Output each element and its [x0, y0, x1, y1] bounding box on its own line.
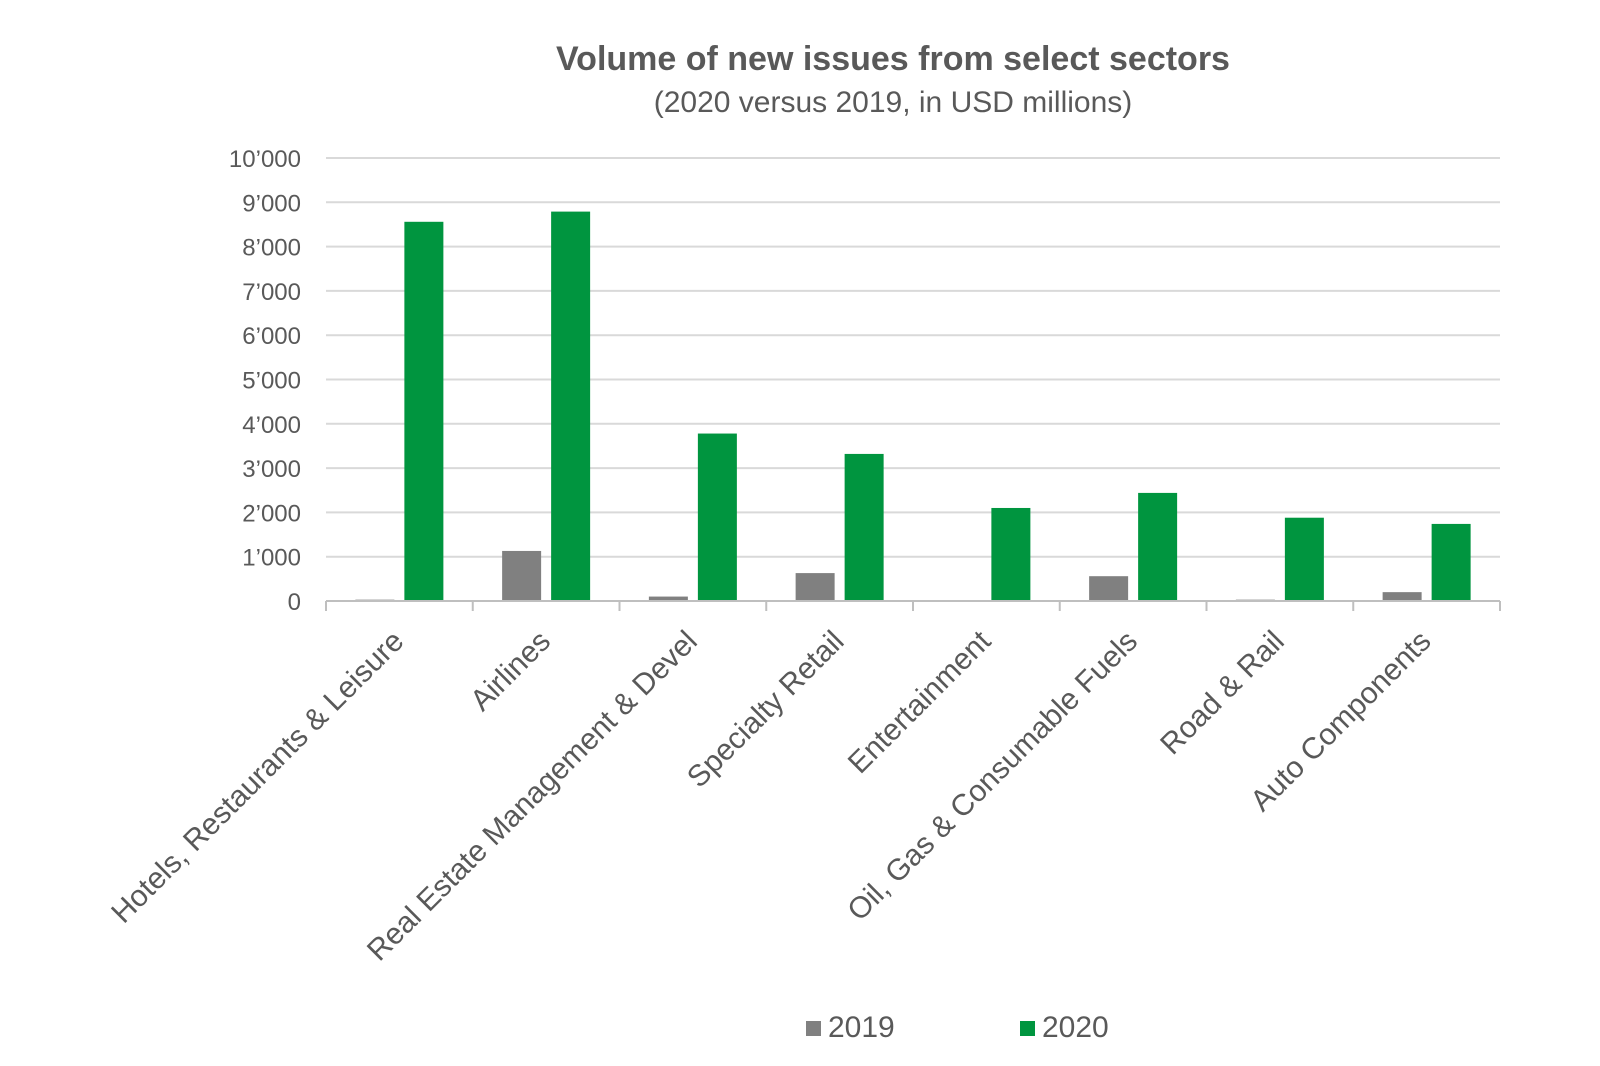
bar-2020-7 — [1431, 523, 1471, 601]
chart-subtitle: (2020 versus 2019, in USD millions) — [654, 86, 1133, 119]
x-tick-label: Specialty Retail — [681, 625, 851, 795]
bar-2020-4 — [991, 507, 1031, 601]
y-tick-label: 8’000 — [242, 235, 301, 262]
y-tick-label: 0 — [288, 589, 301, 616]
bar-2019-7 — [1382, 592, 1422, 601]
y-tick-label: 2’000 — [242, 500, 301, 527]
x-axis-tick-labels: Hotels, Restaurants & Leisure AirlinesRea… — [105, 624, 1437, 967]
legend-swatch-2019 — [806, 1021, 821, 1036]
bar-2019-3 — [795, 573, 835, 601]
x-tick-label: Real Estate Management & Devel — [361, 625, 704, 968]
x-tick-label: Oil, Gas & Consumable Fuels — [841, 625, 1144, 928]
gridlines — [326, 157, 1500, 558]
bar-2020-1 — [551, 211, 591, 601]
bar-2019-2 — [648, 596, 688, 601]
x-tick-label: Road & Rail — [1154, 625, 1291, 762]
chart-title: Volume of new issues from select sectors — [556, 40, 1230, 78]
bar-2020-6 — [1284, 517, 1324, 601]
y-tick-label: 3’000 — [242, 456, 301, 483]
legend-swatch-2020 — [1020, 1021, 1035, 1036]
y-tick-label: 1’000 — [242, 545, 301, 572]
legend-label-2020: 2020 — [1042, 1011, 1109, 1044]
bar-2019-1 — [502, 550, 542, 601]
y-axis-tick-labels: 0 1’000 2’000 3’000 4’000 5’000 6’000 7’000 8’00… — [229, 146, 301, 616]
y-tick-label: 10’000 — [229, 146, 301, 173]
x-tick-label: Hotels, Restaurants & Leisure — [105, 625, 410, 930]
bar-2019-5 — [1089, 576, 1129, 601]
y-tick-label: 5’000 — [242, 368, 301, 395]
bar-2020-0 — [404, 221, 444, 602]
y-tick-label: 7’000 — [242, 279, 301, 306]
y-tick-label: 6’000 — [242, 323, 301, 350]
y-tick-label: 9’000 — [242, 190, 301, 217]
y-tick-label: 4’000 — [242, 412, 301, 439]
bar-2020-5 — [1138, 492, 1178, 601]
x-axis — [325, 600, 1501, 611]
bars — [355, 211, 1471, 602]
legend-label-2019: 2019 — [828, 1011, 895, 1044]
bar-2020-2 — [697, 433, 737, 601]
x-tick-label: Entertainment — [842, 624, 998, 780]
bar-2020-3 — [844, 453, 884, 601]
x-tick-label: Airlines — [464, 625, 557, 718]
legend: 2019 2020 — [806, 1011, 1109, 1044]
